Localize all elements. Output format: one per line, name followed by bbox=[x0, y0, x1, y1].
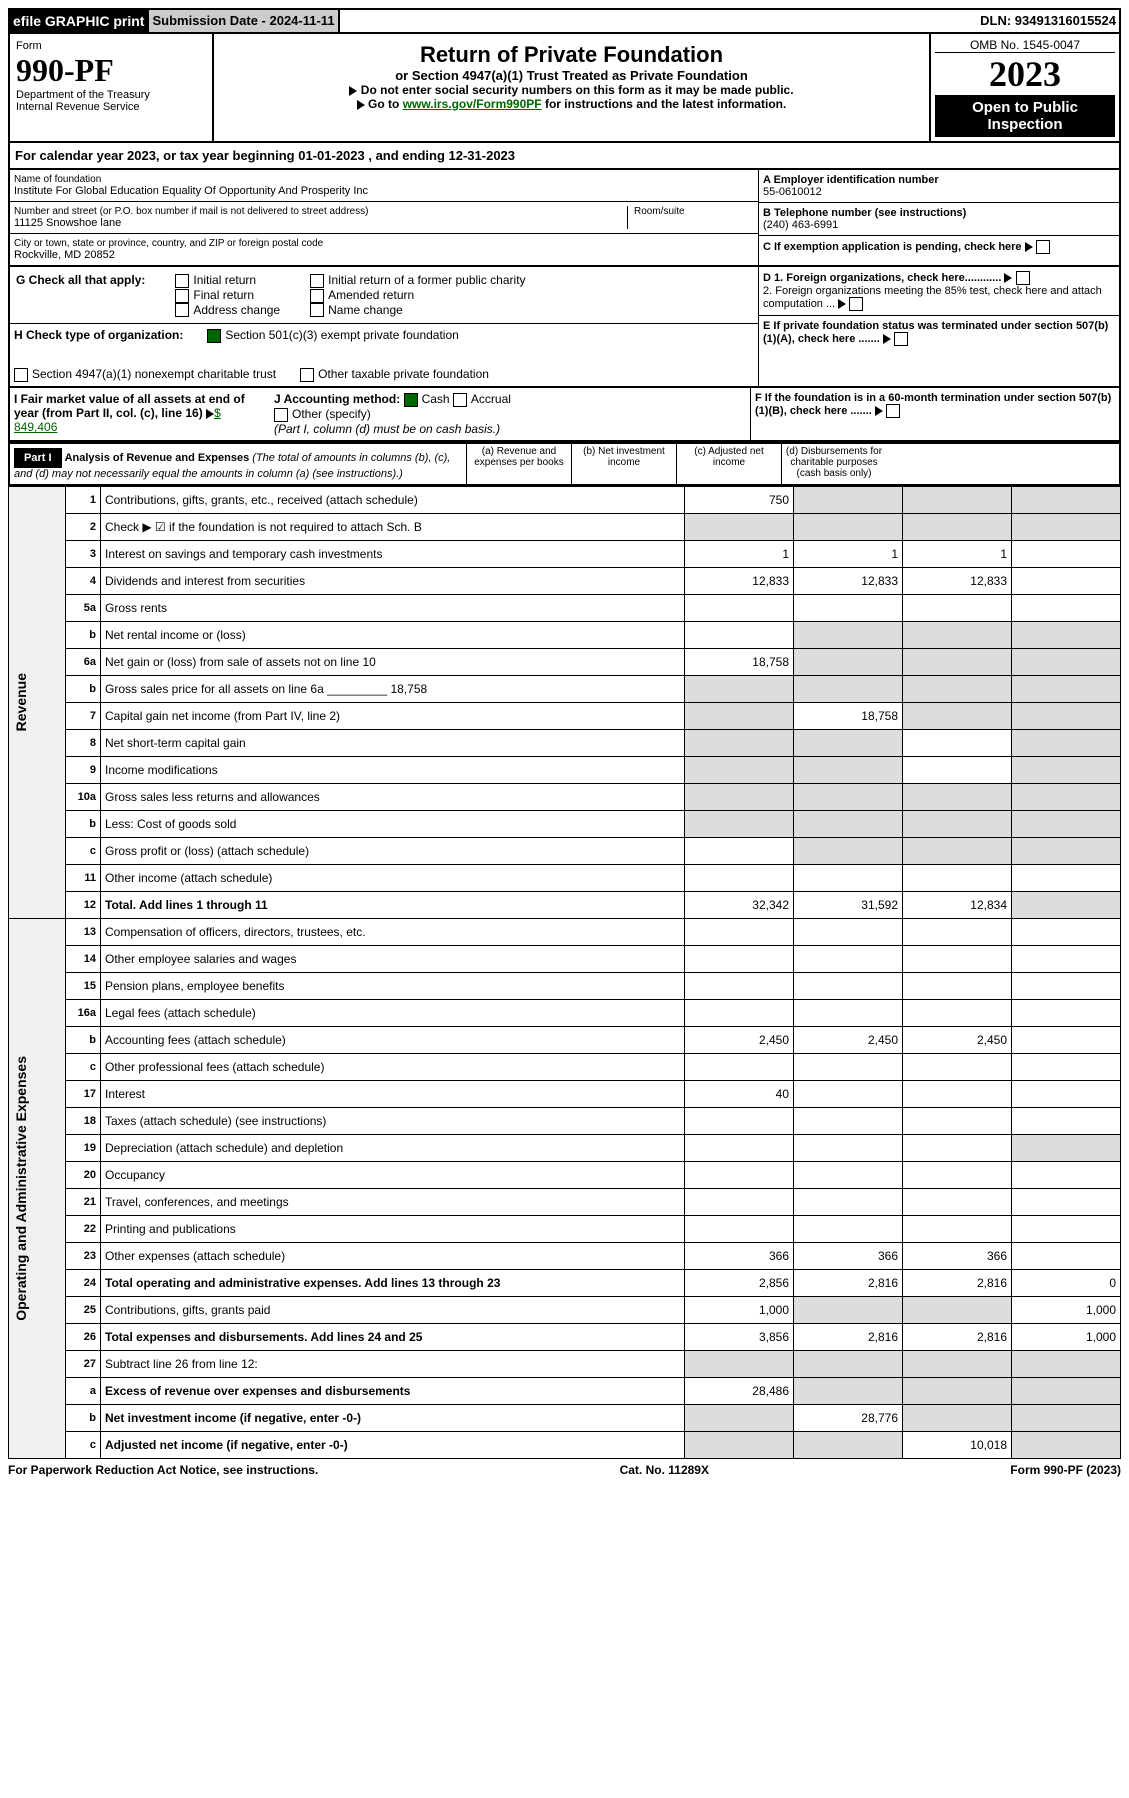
d2: 2. Foreign organizations meeting the 85%… bbox=[763, 285, 1102, 310]
foot-m: Cat. No. 11289X bbox=[620, 1463, 709, 1477]
col-b: (b) Net investment income bbox=[571, 444, 676, 484]
submission-date: Submission Date - 2024-11-11 bbox=[149, 10, 339, 32]
j-o: Other (specify) bbox=[292, 407, 371, 421]
f-lab: F If the foundation is in a 60-month ter… bbox=[755, 392, 1111, 417]
g-amended[interactable] bbox=[310, 289, 324, 303]
c-lab: C If exemption application is pending, c… bbox=[763, 241, 1022, 253]
h-other[interactable] bbox=[300, 368, 314, 382]
j-lab: J Accounting method: bbox=[274, 392, 400, 406]
form-title: Return of Private Foundation bbox=[222, 42, 921, 68]
col-c: (c) Adjusted net income bbox=[676, 444, 781, 484]
foot-l: For Paperwork Reduction Act Notice, see … bbox=[8, 1463, 318, 1477]
p1-title: Analysis of Revenue and Expenses bbox=[65, 452, 250, 464]
dept: Department of the Treasury bbox=[16, 89, 206, 101]
g-initial[interactable] bbox=[175, 274, 189, 288]
j-accrual[interactable] bbox=[453, 393, 467, 407]
c-check[interactable] bbox=[1036, 240, 1050, 254]
phone: (240) 463-6991 bbox=[763, 219, 1115, 231]
ein-lab: A Employer identification number bbox=[763, 174, 1115, 186]
g-o4: Amended return bbox=[328, 288, 414, 302]
ein: 55-0610012 bbox=[763, 186, 1115, 198]
finance-table: Revenue1Contributions, gifts, grants, et… bbox=[8, 486, 1121, 1459]
d1-check[interactable] bbox=[1016, 271, 1030, 285]
name-lab: Name of foundation bbox=[14, 174, 754, 185]
arrow-icon bbox=[1025, 242, 1033, 252]
g-o3: Initial return of a former public charit… bbox=[328, 273, 525, 287]
h-lab: H Check type of organization: bbox=[14, 328, 183, 343]
j-a: Accrual bbox=[471, 392, 511, 406]
g-o0: Initial return bbox=[193, 273, 256, 287]
irs-link[interactable]: www.irs.gov/Form990PF bbox=[403, 97, 542, 111]
efile-print[interactable]: efile GRAPHIC print bbox=[10, 10, 149, 32]
omb: OMB No. 1545-0047 bbox=[935, 38, 1115, 53]
j-cash[interactable] bbox=[404, 393, 418, 407]
note1: Do not enter social security numbers on … bbox=[361, 83, 794, 97]
g-name[interactable] bbox=[310, 303, 324, 317]
j-c: Cash bbox=[422, 392, 450, 406]
dln: DLN: 93491316015524 bbox=[977, 10, 1119, 32]
tax-year: 2023 bbox=[935, 53, 1115, 95]
g-addr[interactable] bbox=[175, 303, 189, 317]
open-public: Open to Public Inspection bbox=[935, 95, 1115, 137]
g-lab: G Check all that apply: bbox=[16, 273, 145, 317]
col-a: (a) Revenue and expenses per books bbox=[466, 444, 571, 484]
g-o2: Address change bbox=[193, 303, 280, 317]
note2b: for instructions and the latest informat… bbox=[542, 97, 787, 111]
d1: D 1. Foreign organizations, check here..… bbox=[763, 272, 1001, 284]
h-o1: Section 501(c)(3) exempt private foundat… bbox=[225, 328, 458, 342]
phone-lab: B Telephone number (see instructions) bbox=[763, 207, 1115, 219]
calendar-row: For calendar year 2023, or tax year begi… bbox=[8, 143, 1121, 170]
j-other[interactable] bbox=[274, 408, 288, 422]
form-label: Form bbox=[16, 40, 206, 52]
j-note: (Part I, column (d) must be on cash basi… bbox=[274, 422, 500, 436]
arrow-icon bbox=[349, 86, 357, 96]
h-4947[interactable] bbox=[14, 368, 28, 382]
g-o5: Name change bbox=[328, 303, 403, 317]
g-initial-former[interactable] bbox=[310, 274, 324, 288]
part1-header: Part I Analysis of Revenue and Expenses … bbox=[8, 442, 1121, 486]
h-o3: Other taxable private foundation bbox=[318, 367, 489, 381]
col-d: (d) Disbursements for charitable purpose… bbox=[781, 444, 886, 484]
room-lab: Room/suite bbox=[627, 206, 754, 229]
foot-r: Form 990-PF (2023) bbox=[1010, 1463, 1121, 1477]
form-header: Form 990-PF Department of the Treasury I… bbox=[8, 34, 1121, 143]
city: Rockville, MD 20852 bbox=[14, 249, 754, 261]
city-lab: City or town, state or province, country… bbox=[14, 238, 754, 249]
g-final[interactable] bbox=[175, 289, 189, 303]
g-o1: Final return bbox=[193, 288, 254, 302]
form-number: 990-PF bbox=[16, 52, 206, 89]
e-lab: E If private foundation status was termi… bbox=[763, 320, 1108, 345]
footer: For Paperwork Reduction Act Notice, see … bbox=[8, 1459, 1121, 1477]
note2a: Go to bbox=[368, 97, 403, 111]
e-check[interactable] bbox=[894, 332, 908, 346]
f-check[interactable] bbox=[886, 404, 900, 418]
h-o2: Section 4947(a)(1) nonexempt charitable … bbox=[32, 367, 276, 381]
addr-lab: Number and street (or P.O. box number if… bbox=[14, 206, 627, 217]
form-subtitle: or Section 4947(a)(1) Trust Treated as P… bbox=[222, 68, 921, 83]
arrow-icon bbox=[357, 100, 365, 110]
irs: Internal Revenue Service bbox=[16, 101, 206, 113]
address: 11125 Snowshoe lane bbox=[14, 217, 627, 229]
name-block: Name of foundationInstitute For Global E… bbox=[8, 170, 1121, 267]
top-bar: efile GRAPHIC print Submission Date - 20… bbox=[8, 8, 1121, 34]
d2-check[interactable] bbox=[849, 297, 863, 311]
h-501c3[interactable] bbox=[207, 329, 221, 343]
part-badge: Part I bbox=[14, 448, 62, 468]
foundation-name: Institute For Global Education Equality … bbox=[14, 185, 754, 197]
